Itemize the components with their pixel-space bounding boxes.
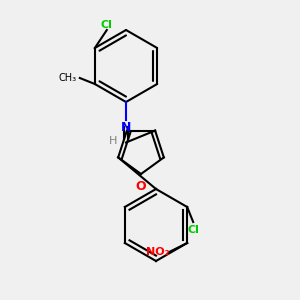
Text: Cl: Cl: [101, 20, 113, 30]
Text: CH₃: CH₃: [59, 73, 77, 83]
Text: N: N: [121, 122, 131, 134]
Text: H: H: [109, 136, 117, 146]
Text: O: O: [136, 180, 146, 193]
Text: Cl: Cl: [187, 225, 199, 235]
Text: NO₂: NO₂: [146, 247, 169, 257]
